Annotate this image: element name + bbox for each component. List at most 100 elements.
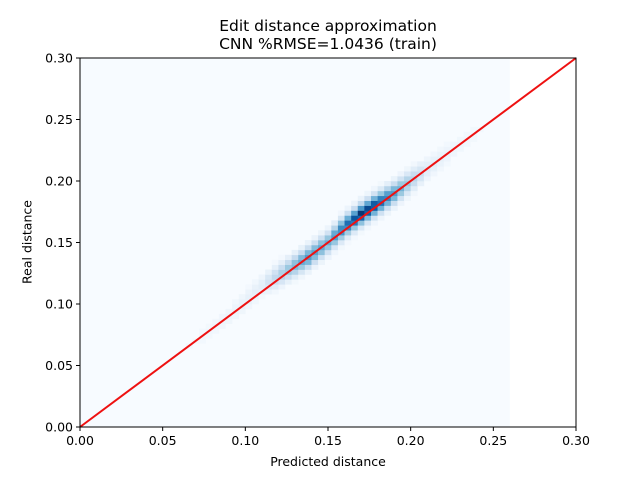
heatmap-cell [318,230,325,236]
heatmap-cell [218,323,226,329]
heatmap-cell [443,146,451,152]
heatmap-cell [384,210,392,216]
heatmap-cell [337,210,345,216]
heatmap-cell [291,249,299,256]
heatmap-cell [265,279,273,285]
heatmap-cell [344,205,352,211]
x-axis-label: Predicted distance [270,454,386,469]
heatmap-cell [397,171,405,177]
heatmap-cell [337,215,345,221]
heatmap-cell [304,249,312,256]
heatmap-cell [351,205,359,211]
heatmap-cell [384,190,392,197]
heatmap-cell [291,259,299,265]
x-tick-label: 0.00 [66,433,94,448]
chart-subtitle: CNN %RMSE=1.0436 (train) [219,35,437,53]
x-tick-label: 0.15 [314,433,342,448]
heatmap-cell [364,195,372,201]
heatmap-cell [377,215,385,221]
heatmap-cell [370,195,378,201]
heatmap-cell [364,190,372,197]
heatmap-cell [285,274,292,280]
heatmap-cell [232,304,240,310]
heatmap-cell [357,220,365,226]
heatmap-cell [285,279,292,285]
heatmap-cell [318,254,325,261]
heatmap-cell [238,294,246,300]
heatmap-cell [331,225,339,231]
heatmap-cell [443,156,451,162]
heatmap-cell [397,200,405,206]
heatmap-cell [337,240,345,246]
heatmap-cell [324,254,332,261]
x-tick-label: 0.30 [562,433,590,448]
heatmap-cell [344,235,352,241]
heatmap-cell [456,146,464,152]
heatmap-cell [404,166,411,172]
heatmap-cell [390,185,398,192]
y-axis-ticks: 0.00 0.05 0.10 0.15 0.20 0.25 0.30 [45,51,80,435]
heatmap-cell [265,274,273,280]
heatmap-cell [304,269,312,275]
heatmap-cell [212,318,220,324]
heatmap-cell [351,210,359,216]
x-tick-label: 0.10 [231,433,259,448]
heatmap-cell [212,328,220,334]
heatmap-cell [404,195,411,201]
heatmap-cell [384,181,392,187]
y-tick-label: 0.25 [45,112,73,127]
heatmap-cell [304,240,312,246]
heatmap-cell [245,304,253,310]
heatmap-cell [271,274,279,280]
heatmap-cell [232,299,240,305]
heatmap-cell [351,225,359,231]
x-tick-label: 0.25 [479,433,507,448]
x-tick-label: 0.05 [149,433,177,448]
heatmap-background [80,58,510,427]
heatmap-cell [357,195,365,201]
heatmap-cell [251,299,259,305]
heatmap-cell [417,176,425,182]
heatmap-cell [285,264,292,270]
heatmap-cell [278,279,286,285]
heatmap-cell [377,195,385,201]
heatmap-cell [245,289,253,295]
heatmap-cell [397,190,405,197]
heatmap-cell [331,244,339,251]
heatmap-cell [324,235,332,241]
heatmap-cell [291,269,299,275]
heatmap-cell [271,259,279,265]
heatmap-cell [238,299,246,305]
heatmap-cell [331,220,339,226]
heatmap-cell [377,181,385,187]
heatmap-cell [278,259,286,265]
heatmap-cell [357,200,365,206]
heatmap-cell [278,284,286,290]
heatmap-cell [265,269,273,275]
heatmap-cell [417,166,425,172]
heatmap-cell [384,185,392,192]
heatmap-cell [404,176,411,182]
heatmap-cell [377,185,385,192]
heatmap-cell [271,264,279,270]
heatmap-cell [278,264,286,270]
heatmap-cell [357,210,365,216]
heatmap-cell [390,205,398,211]
heatmap-cell [357,230,365,236]
heatmap-cell [311,264,319,270]
heatmap-cell [463,141,471,147]
y-tick-label: 0.10 [45,297,73,312]
y-axis-label: Real distance [19,200,35,284]
heatmap-cell [258,294,266,300]
y-tick-label: 0.20 [45,174,73,189]
heatmap-cell [404,171,411,177]
heatmap-cell [370,185,378,192]
x-axis-ticks: 0.00 0.05 0.10 0.15 0.20 0.25 0.30 [66,427,590,448]
heatmap-cell [311,244,319,251]
heatmap-cell [337,220,345,226]
heatmap-cell [351,200,359,206]
heatmap-cell [311,254,319,261]
heatmap-cell [232,313,240,320]
heatmap-cell [298,274,306,280]
